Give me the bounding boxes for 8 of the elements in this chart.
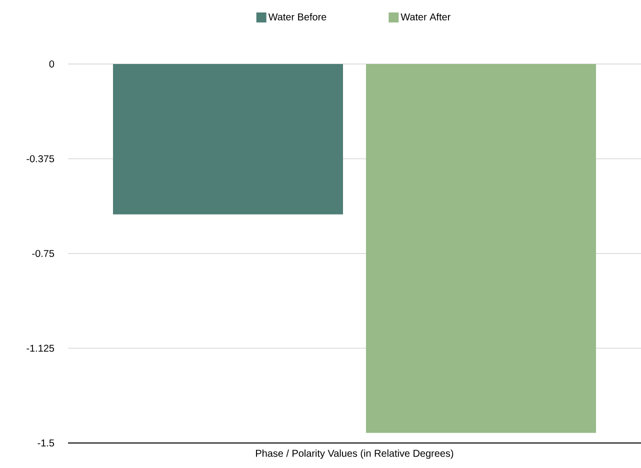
legend-label: Water After xyxy=(400,13,450,20)
y-tick-label: -1.125 xyxy=(26,344,54,352)
y-tick-label: -1.5 xyxy=(38,440,54,446)
y-tick-label: 0 xyxy=(49,60,54,68)
y-tick-label: -0.375 xyxy=(26,155,54,162)
x-axis-title: Phase / Polarity Values (in Relative Degrees) xyxy=(256,450,454,459)
y-tick-label: -0.75 xyxy=(32,250,54,258)
legend-label: Water Before xyxy=(268,13,326,20)
